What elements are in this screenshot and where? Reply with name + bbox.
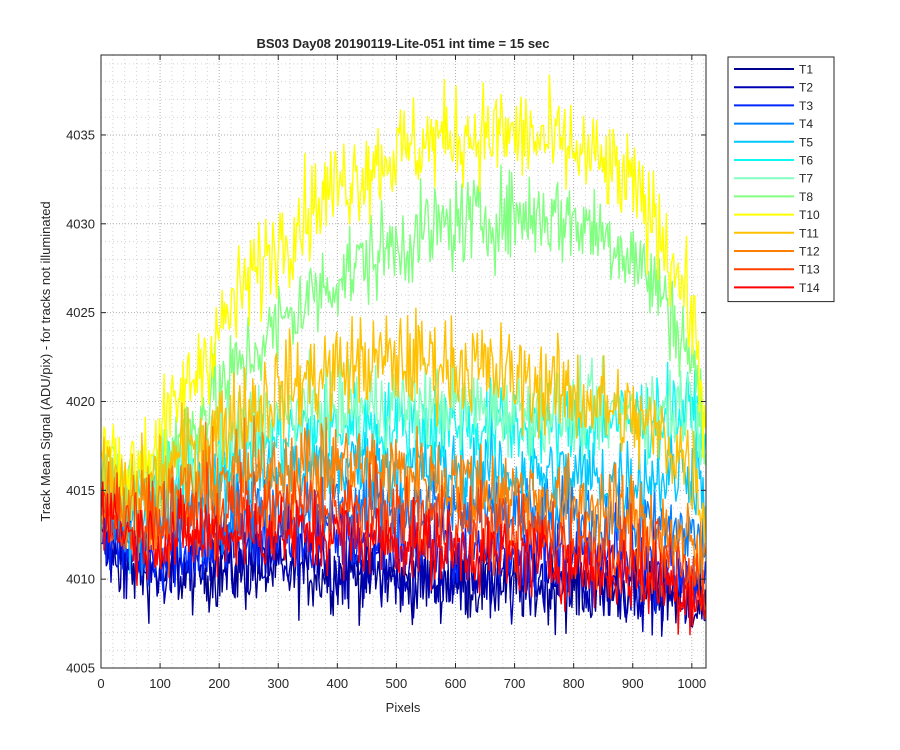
y-tick-label: 4010: [66, 572, 95, 587]
y-tick-label: 4020: [66, 394, 95, 409]
x-axis-label: Pixels: [386, 700, 421, 715]
x-tick-label: 900: [622, 676, 644, 691]
legend: T1 T2 T3 T4 T5 T6 T7 T8 T10 T11 T12 T13 T14: [727, 56, 835, 303]
x-tick-label: 200: [208, 676, 230, 691]
legend-label-t12: T12: [799, 245, 820, 259]
series-line-t10: [100, 74, 707, 529]
series-line-t12: [100, 415, 707, 587]
legend-label-t7: T7: [799, 172, 813, 186]
legend-label-t4: T4: [799, 117, 813, 131]
x-tick-label: 800: [563, 676, 585, 691]
series-line-t8: [100, 164, 707, 519]
x-tick-label: 500: [386, 676, 408, 691]
legend-label-t5: T5: [799, 135, 813, 149]
series-lines: [100, 74, 707, 637]
y-tick-label: 4025: [66, 305, 95, 320]
y-tick-label: 4030: [66, 216, 95, 231]
axis-ticks: 0 100 200 300 400 500 600 700 800 900 1000 4005 4010…: [66, 55, 706, 691]
legend-label-t3: T3: [799, 99, 813, 113]
chart-title: BS03 Day08 20190119-Lite-051 int time = …: [256, 36, 549, 51]
y-tick-label: 4015: [66, 483, 95, 498]
x-tick-label: 1000: [677, 676, 706, 691]
legend-label-t2: T2: [799, 81, 813, 95]
legend-label-t14: T14: [799, 281, 820, 295]
y-tick-label: 4005: [66, 661, 95, 676]
x-tick-label: 300: [267, 676, 289, 691]
series-line-t14: [100, 481, 707, 636]
legend-label-t8: T8: [799, 190, 813, 204]
x-tick-label: 700: [504, 676, 526, 691]
legend-label-t10: T10: [799, 208, 820, 222]
x-tick-label: 100: [149, 676, 171, 691]
y-axis-label: Track Mean Signal (ADU/pix) - for tracks…: [38, 201, 53, 521]
x-tick-label: 600: [445, 676, 467, 691]
plot-frame: [100, 54, 707, 669]
series-line-t2: [100, 502, 706, 637]
x-tick-label: 0: [97, 676, 104, 691]
legend-label-t13: T13: [799, 263, 820, 277]
y-tick-label: 4035: [66, 127, 95, 142]
legend-label-t6: T6: [799, 154, 813, 168]
legend-label-t11: T11: [799, 226, 819, 240]
legend-label-t1: T1: [799, 63, 813, 77]
x-tick-label: 400: [326, 676, 348, 691]
legend-box: [727, 56, 835, 303]
